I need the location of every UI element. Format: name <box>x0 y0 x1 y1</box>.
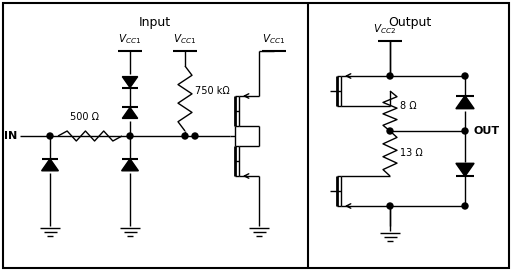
Circle shape <box>462 203 468 209</box>
Polygon shape <box>41 159 58 171</box>
Circle shape <box>387 73 393 79</box>
Text: Output: Output <box>389 16 432 29</box>
Circle shape <box>462 73 468 79</box>
Polygon shape <box>122 159 138 171</box>
Text: $V_{CC1}$: $V_{CC1}$ <box>174 32 197 46</box>
Circle shape <box>127 133 133 139</box>
Circle shape <box>192 133 198 139</box>
Text: Input: Input <box>139 16 171 29</box>
Polygon shape <box>122 107 138 118</box>
Text: IN: IN <box>4 131 17 141</box>
Circle shape <box>462 128 468 134</box>
Polygon shape <box>456 96 474 109</box>
Text: $V_{CC2}$: $V_{CC2}$ <box>373 22 396 36</box>
Polygon shape <box>122 77 138 88</box>
Text: 8 Ω: 8 Ω <box>400 101 417 111</box>
Circle shape <box>387 128 393 134</box>
Circle shape <box>47 133 53 139</box>
Text: OUT: OUT <box>473 126 499 136</box>
Text: $V_{CC1}$: $V_{CC1}$ <box>262 32 286 46</box>
Text: $V_{CC1}$: $V_{CC1}$ <box>118 32 142 46</box>
Text: 500 Ω: 500 Ω <box>71 112 99 122</box>
Text: 750 kΩ: 750 kΩ <box>195 86 230 96</box>
Circle shape <box>182 133 188 139</box>
Text: 13 Ω: 13 Ω <box>400 149 423 159</box>
Circle shape <box>387 203 393 209</box>
Polygon shape <box>456 163 474 176</box>
